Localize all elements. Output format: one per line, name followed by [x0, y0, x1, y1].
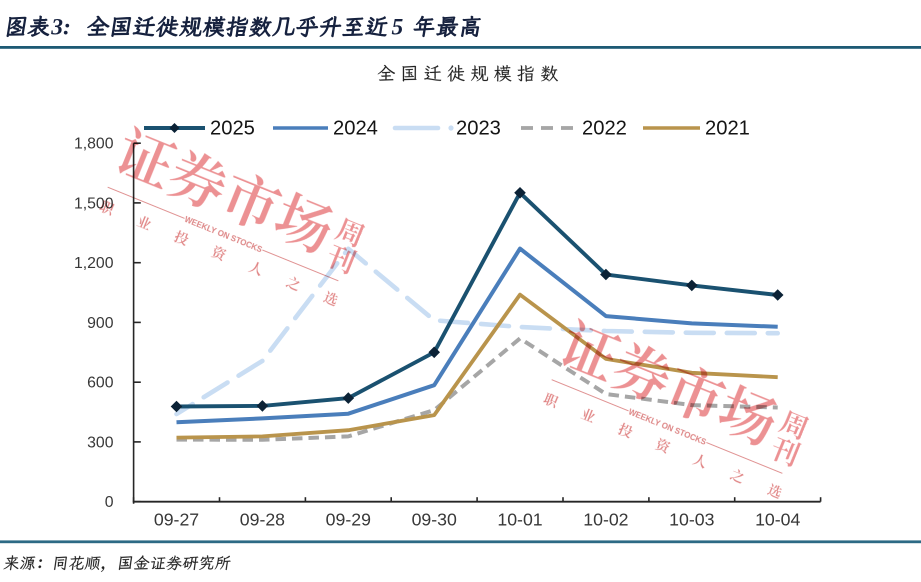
svg-text:10-04: 10-04: [755, 510, 800, 530]
svg-text:1,200: 1,200: [74, 255, 114, 272]
svg-text:0: 0: [105, 494, 114, 511]
svg-text:900: 900: [87, 315, 114, 332]
svg-text:1,500: 1,500: [74, 195, 114, 212]
svg-text:10-02: 10-02: [583, 510, 628, 530]
svg-text:300: 300: [87, 434, 114, 451]
svg-text:09-29: 09-29: [326, 510, 371, 530]
svg-text:09-27: 09-27: [154, 510, 199, 530]
svg-text:5: 5: [392, 15, 404, 41]
svg-text:10-01: 10-01: [497, 510, 542, 530]
svg-text:1,800: 1,800: [74, 136, 114, 153]
svg-text:09-28: 09-28: [240, 510, 285, 530]
svg-text:2023: 2023: [456, 117, 501, 139]
svg-text:3:: 3:: [50, 15, 71, 41]
svg-text:600: 600: [87, 375, 114, 392]
svg-text:2024: 2024: [333, 117, 378, 139]
svg-text:10-03: 10-03: [669, 510, 714, 530]
svg-text:09-30: 09-30: [412, 510, 457, 530]
svg-text:2022: 2022: [582, 117, 627, 139]
svg-text:2025: 2025: [210, 117, 255, 139]
svg-text:2021: 2021: [705, 117, 750, 139]
